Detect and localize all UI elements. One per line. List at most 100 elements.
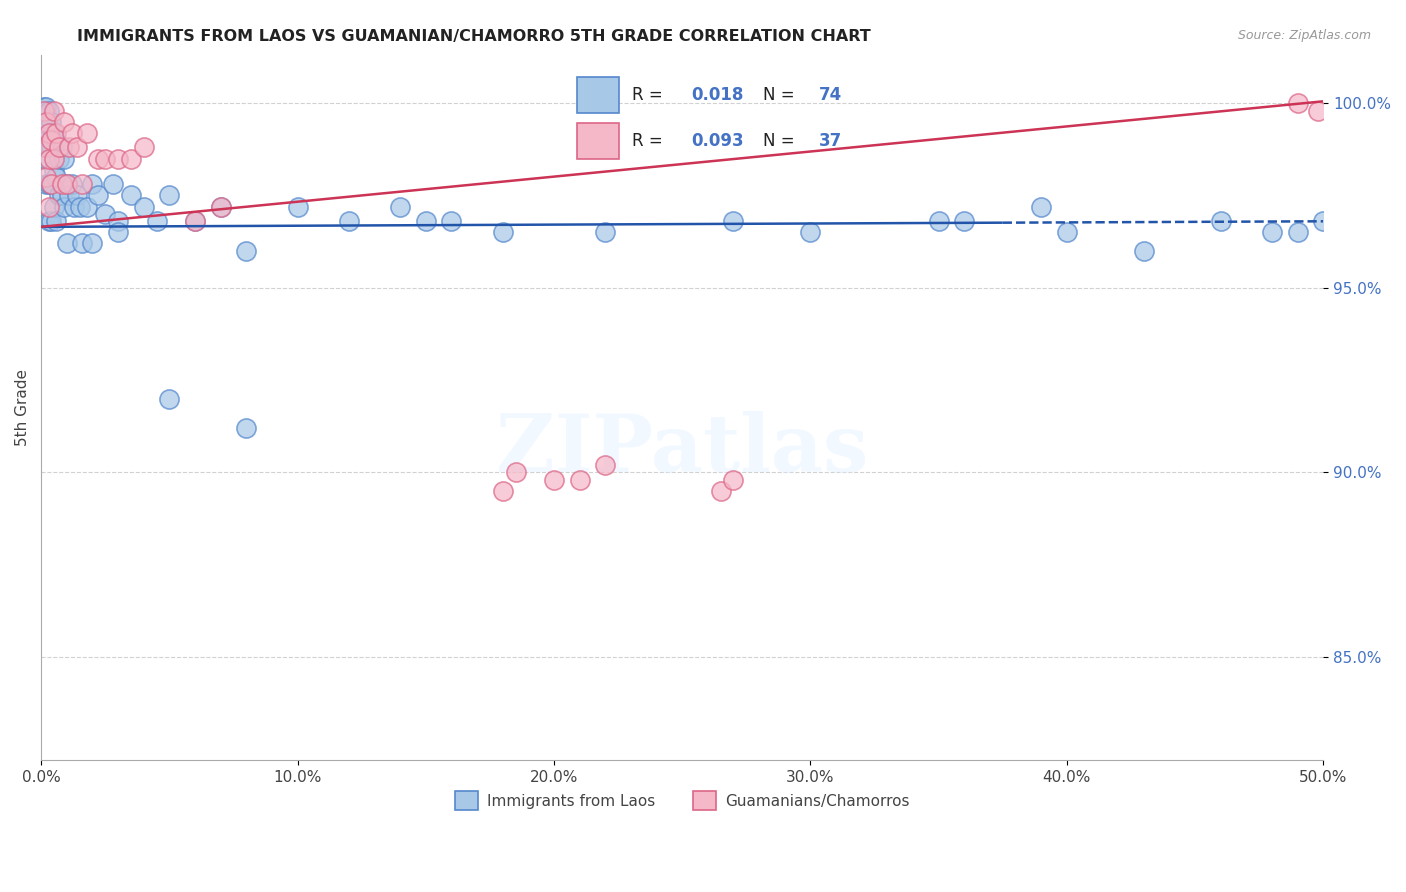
Point (38, 140, 60, 154)
Point (35, 114, 58, 128)
Point (209, 200, 232, 214)
Point (492, 483, 515, 498)
Point (568, 473, 591, 487)
Point (82, 178, 104, 192)
Point (53, 152, 76, 166)
Point (287, 200, 309, 214)
Point (42, 152, 65, 166)
Point (94, 207, 117, 221)
Point (35, 100, 58, 114)
Point (41, 214, 63, 228)
Point (45, 169, 67, 184)
Point (69, 200, 91, 214)
Text: IMMIGRANTS FROM LAOS VS GUAMANIAN/CHAMORRO 5TH GRADE CORRELATION CHART: IMMIGRANTS FROM LAOS VS GUAMANIAN/CHAMOR… (77, 29, 872, 44)
Text: ZIPatlas: ZIPatlas (496, 411, 869, 489)
Point (94, 152, 117, 166)
Point (66, 188, 89, 202)
Point (86, 152, 108, 166)
Point (101, 178, 124, 192)
Point (66, 140, 89, 154)
Point (41, 133, 63, 147)
Point (60, 178, 83, 192)
Point (337, 214, 360, 228)
Point (35, 133, 58, 147)
Point (53, 114, 76, 128)
Point (38, 214, 60, 228)
Point (107, 226, 129, 240)
Point (48, 140, 70, 154)
Point (1056, 226, 1078, 240)
Point (35, 118, 58, 132)
Point (1031, 200, 1053, 214)
Point (107, 152, 129, 166)
Y-axis label: 5th Grade: 5th Grade (15, 369, 30, 446)
Point (38, 152, 60, 166)
Point (76, 126, 98, 140)
Point (51, 140, 73, 154)
Point (51, 178, 73, 192)
Point (1261, 226, 1284, 240)
Point (799, 226, 821, 240)
Point (41, 114, 63, 128)
Point (32, 140, 55, 154)
Point (505, 466, 527, 480)
Point (38, 103, 60, 118)
Point (42, 162, 65, 177)
Point (32, 111, 55, 125)
Point (41, 178, 63, 192)
Point (593, 458, 616, 472)
Point (60, 126, 83, 140)
Point (723, 473, 745, 487)
Point (415, 214, 437, 228)
Point (70, 178, 93, 192)
Point (35, 169, 58, 184)
Point (35, 152, 58, 166)
Point (53, 200, 76, 214)
Point (35, 107, 58, 121)
Point (51, 188, 73, 202)
Point (38, 118, 60, 132)
Point (58, 188, 80, 202)
Point (120, 152, 142, 166)
Point (38, 178, 60, 192)
Point (32, 100, 55, 114)
Point (235, 421, 257, 435)
Point (1286, 96, 1309, 111)
Point (132, 200, 155, 214)
Point (70, 236, 93, 251)
Point (41, 178, 63, 192)
Point (1312, 214, 1334, 228)
Point (45, 133, 67, 147)
Point (928, 214, 950, 228)
Point (953, 214, 976, 228)
Point (42, 200, 65, 214)
Point (38, 126, 60, 140)
Point (58, 140, 80, 154)
Point (32, 122, 55, 136)
Point (1286, 226, 1309, 240)
Point (145, 214, 167, 228)
Point (543, 473, 565, 487)
Point (86, 188, 108, 202)
Point (209, 200, 232, 214)
Point (55, 178, 77, 192)
Text: Source: ZipAtlas.com: Source: ZipAtlas.com (1237, 29, 1371, 42)
Point (35, 178, 58, 192)
Point (710, 483, 733, 498)
Point (45, 126, 67, 140)
Point (132, 140, 155, 154)
Point (76, 200, 98, 214)
Point (63, 200, 86, 214)
Point (55, 236, 77, 251)
Point (48, 152, 70, 166)
Point (107, 214, 129, 228)
Point (48, 188, 70, 202)
Point (440, 214, 463, 228)
Point (389, 200, 412, 214)
Point (723, 214, 745, 228)
Point (157, 392, 180, 406)
Point (157, 188, 180, 202)
Point (492, 226, 515, 240)
Point (235, 244, 257, 258)
Point (184, 214, 207, 228)
